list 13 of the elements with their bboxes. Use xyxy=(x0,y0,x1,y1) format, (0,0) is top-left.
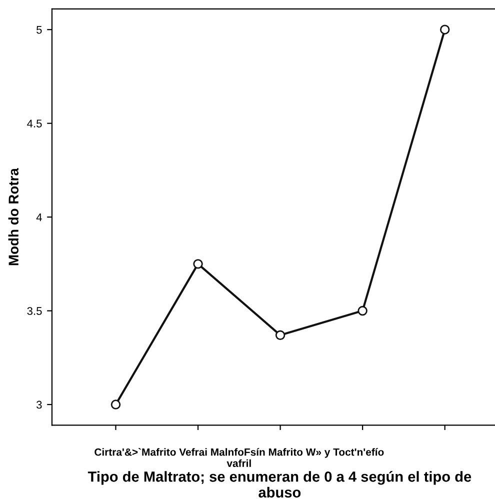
point xyxy=(358,306,368,316)
point xyxy=(193,259,203,269)
y-tick-label: 3 xyxy=(36,400,42,409)
point xyxy=(440,24,450,34)
y-tick-label: 3.5 xyxy=(27,307,42,315)
y-tick-label: 5 xyxy=(36,26,42,34)
y-tick-label: 4 xyxy=(36,213,42,222)
point xyxy=(110,400,121,410)
y-axis-title: Modh do Rotra xyxy=(8,168,19,266)
x-axis-title: Tipo de Maltrato; se enumeran de 0 a 4 según el tipo de abuso xyxy=(88,470,472,498)
point xyxy=(275,330,286,340)
text: Cirtra'&>`Mafrito Vefrai MalnfoFsín Mafrito W» y Toct'n'efío vafril xyxy=(94,448,384,467)
y-tick-label: 4.5 xyxy=(27,120,42,128)
